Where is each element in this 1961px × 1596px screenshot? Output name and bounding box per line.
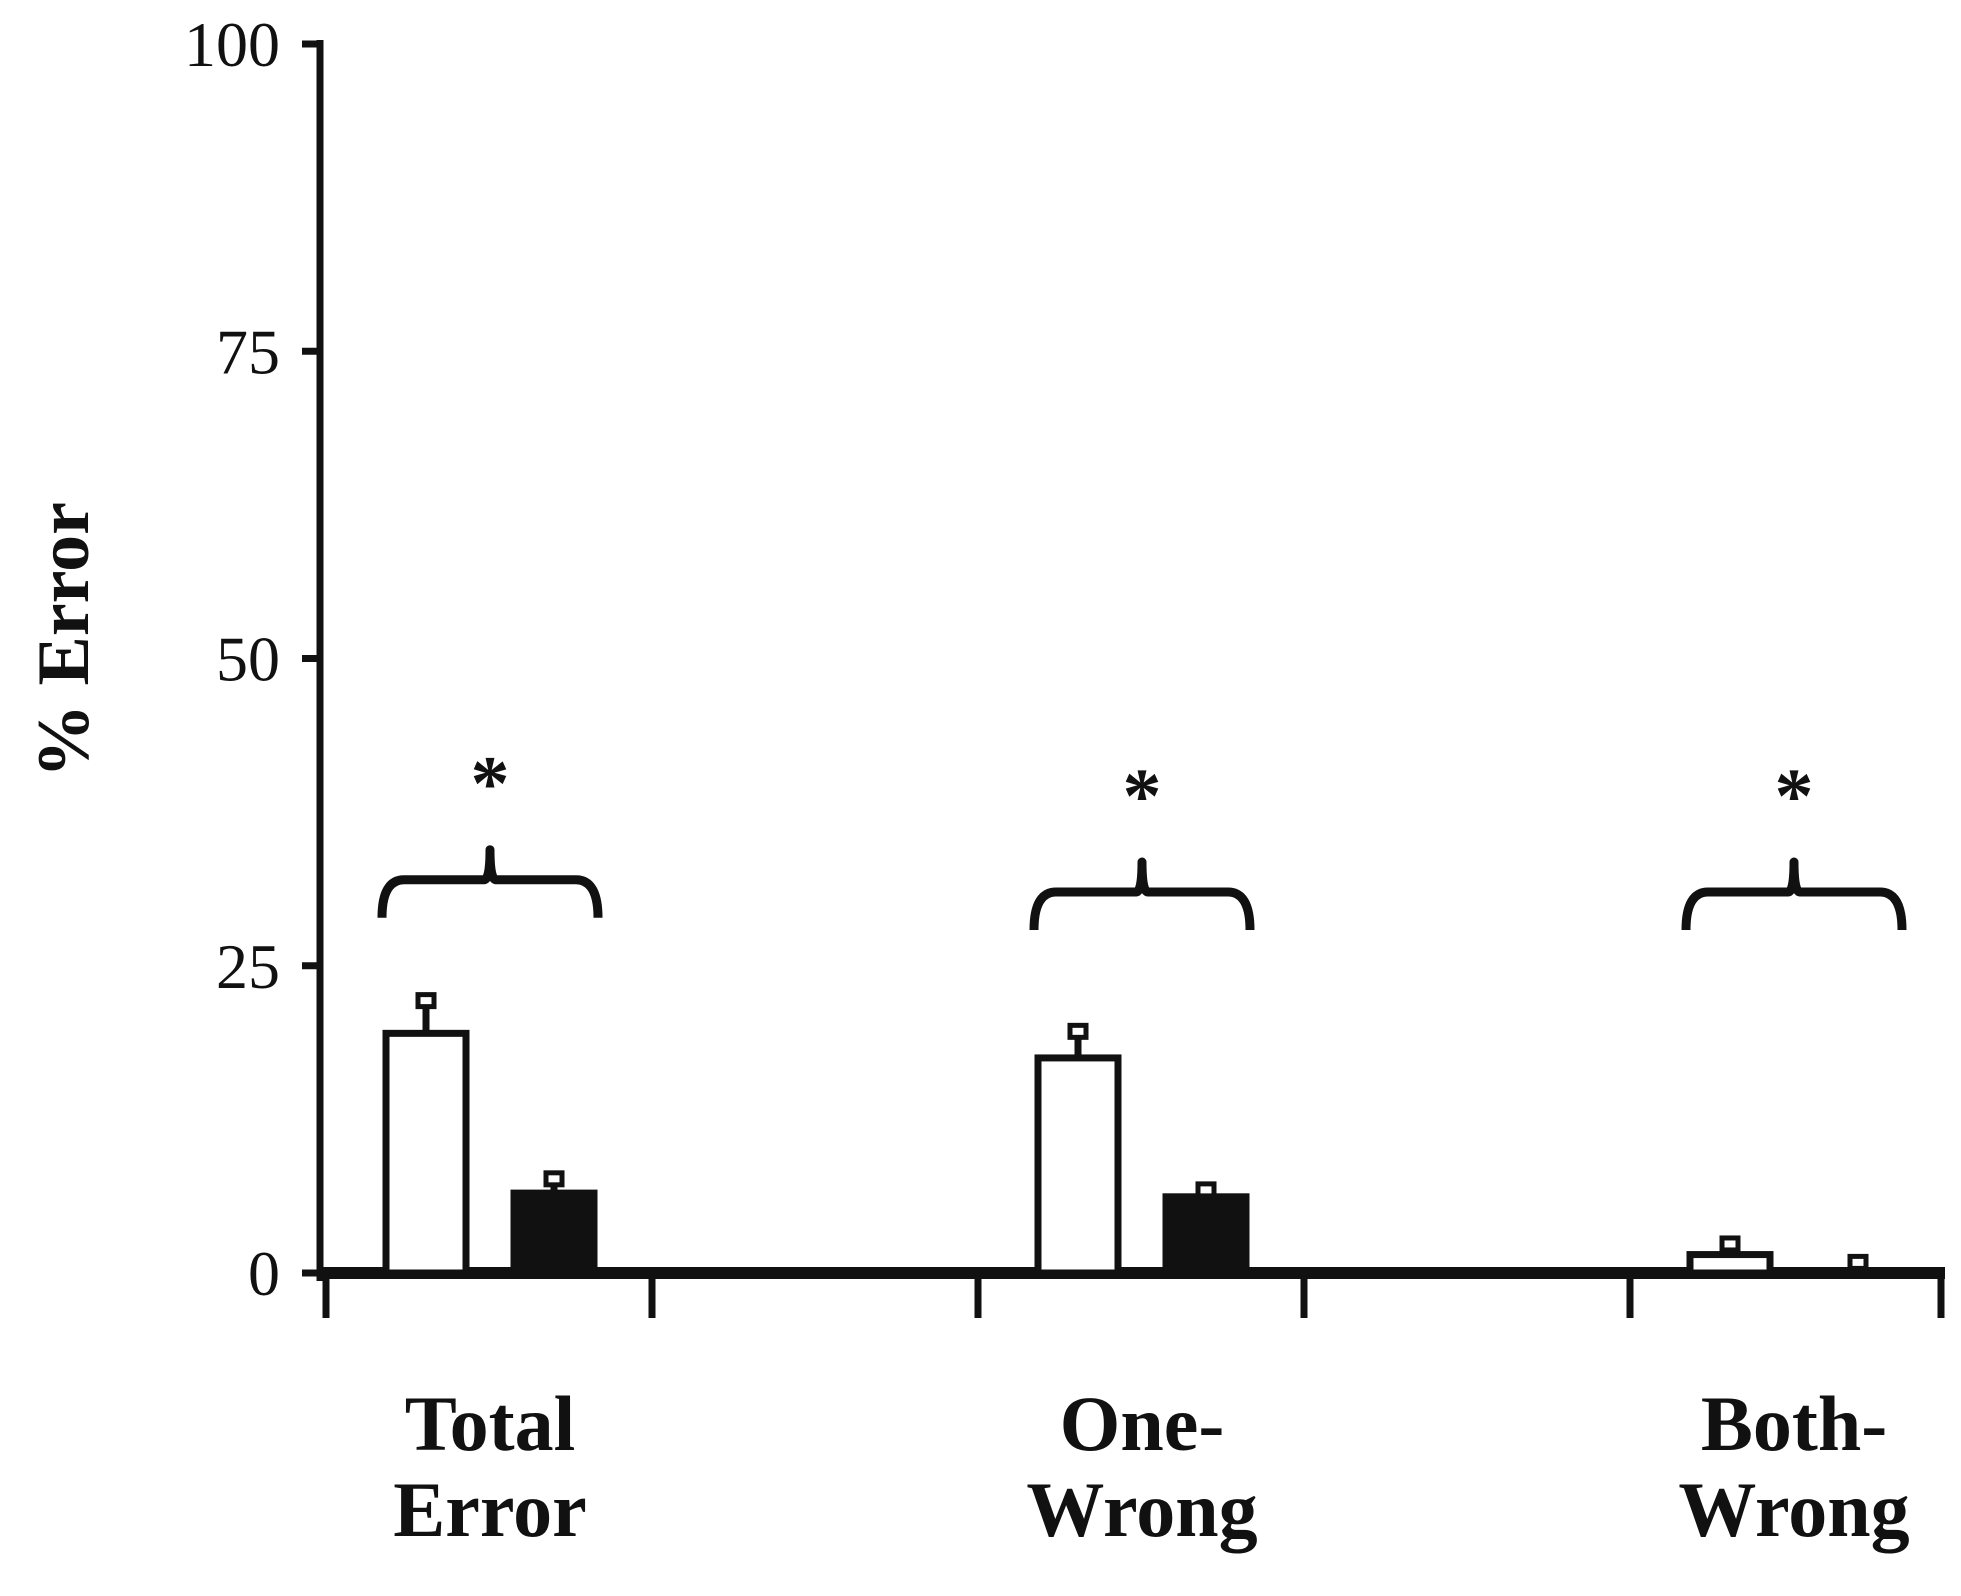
y-tick-label: 0 (248, 1238, 280, 1309)
bars (382, 992, 1902, 1277)
x-category-label: Error (393, 1466, 586, 1553)
significance-asterisk: * (471, 740, 510, 827)
x-category-label: Wrong (1678, 1466, 1909, 1553)
x-category-label: Both- (1701, 1380, 1887, 1467)
y-tick-label: 50 (216, 624, 280, 695)
significance-asterisk: * (1123, 752, 1162, 839)
y-axis-title: % Error (23, 502, 105, 778)
y-tick-label: 75 (216, 316, 280, 387)
y-tick-label: 100 (184, 9, 280, 80)
bar (382, 1029, 470, 1277)
error-bar-cap (1195, 1181, 1217, 1199)
significance-bracket (377, 845, 603, 918)
error-bar-cap (1067, 1022, 1089, 1040)
y-tick-label: 25 (216, 931, 280, 1002)
significance-bracket (1681, 857, 1907, 931)
significance-bracket (1029, 857, 1255, 931)
x-category-label: One- (1060, 1380, 1225, 1467)
bar (1814, 1267, 1902, 1277)
bar (1162, 1193, 1250, 1277)
significance-annotations: * * * (377, 740, 1907, 931)
bar (1686, 1251, 1774, 1277)
error-bar-cap (1847, 1253, 1869, 1271)
error-bar-cap (415, 992, 437, 1010)
x-category-label: Wrong (1026, 1466, 1257, 1553)
axes (302, 40, 1945, 1318)
bar (510, 1189, 598, 1277)
error-bar-cap (1719, 1235, 1741, 1253)
significance-asterisk: * (1775, 752, 1814, 839)
bar (1034, 1054, 1122, 1277)
error-bar-cap (543, 1170, 565, 1188)
x-category-label: Total (405, 1380, 576, 1467)
